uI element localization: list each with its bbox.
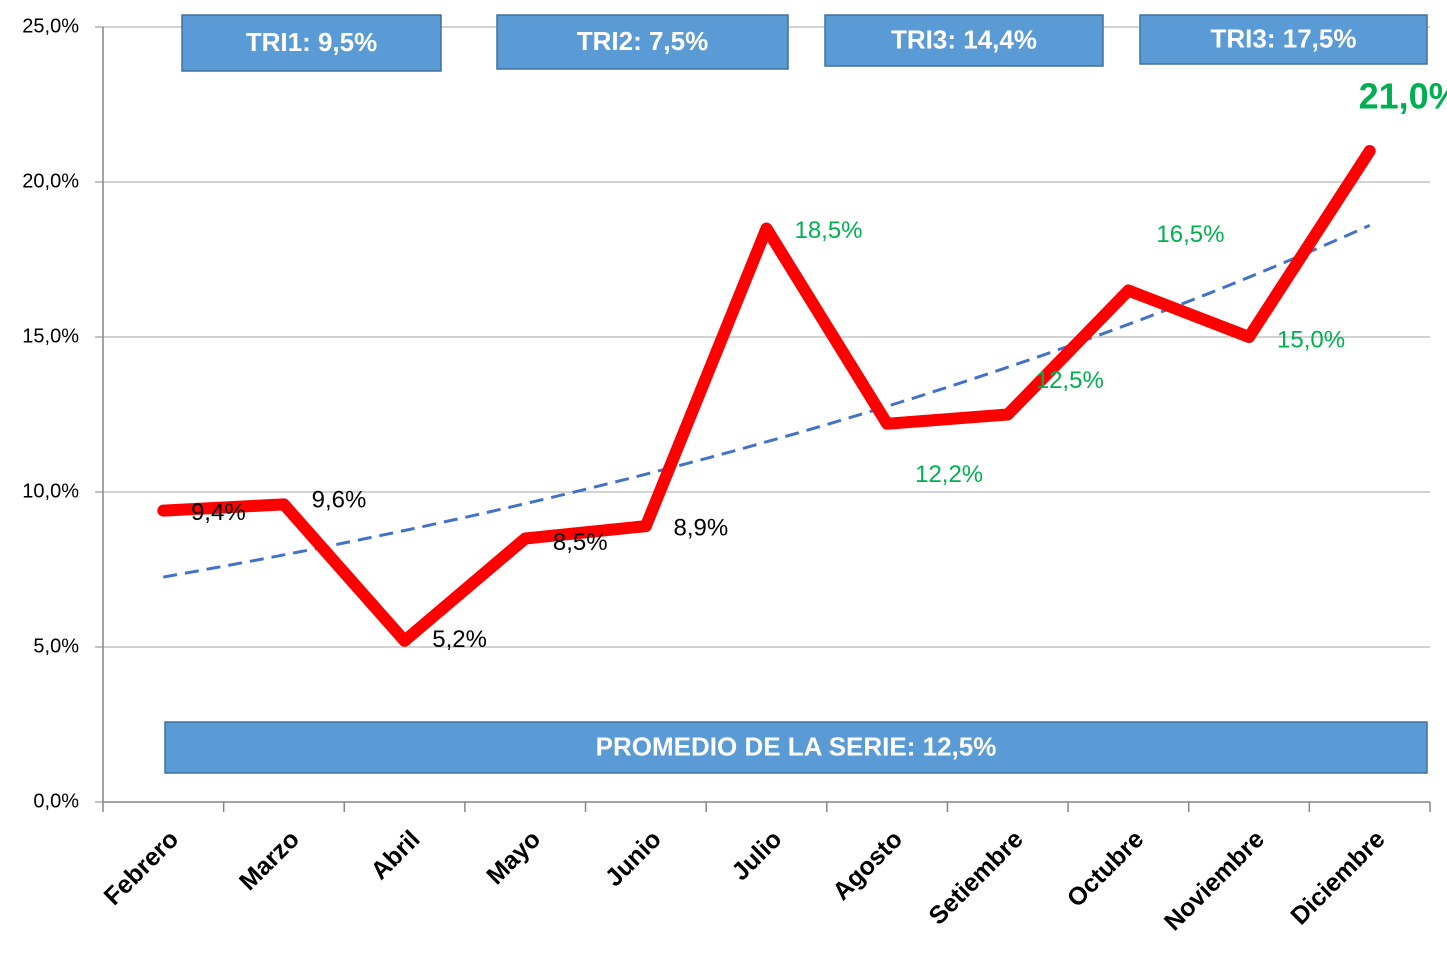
y-tick-label: 15,0% [22,325,79,347]
y-tick-label: 0,0% [33,790,79,812]
annotation-box [496,14,789,70]
annotation-box [164,721,1428,774]
y-tick-label: 5,0% [33,635,79,657]
value-label: 16,5% [1156,221,1224,248]
value-label: 18,5% [794,217,862,244]
x-tick-label: Octubre [1062,825,1150,913]
x-tick-label: Marzo [234,825,305,896]
value-label: 8,5% [553,529,608,556]
y-tick-label: 25,0% [22,15,79,37]
annotation: TRI2: 7,5% [577,26,709,56]
value-label: 8,9% [674,514,729,541]
x-tick-label: Mayo [481,825,546,890]
annotation: PROMEDIO DE LA SERIE: 12,5% [596,731,997,761]
value-label: 12,2% [915,461,983,488]
annotation: TRI3: 14,4% [891,24,1037,54]
x-tick-label: Diciembre [1285,825,1390,930]
annotation-box [181,14,442,72]
series-line [157,145,1376,647]
x-tick-label: Noviembre [1159,825,1270,936]
value-label: 21,0% [1359,76,1447,117]
x-tick-label: Junio [600,825,667,892]
value-label: 9,6% [312,487,367,514]
annotation: TRI3: 17,5% [1211,23,1357,53]
value-label: 12,5% [1036,367,1104,394]
x-tick-label: Abril [365,825,425,885]
annotation: TRI1: 9,5% [246,27,378,57]
x-tick-label: Julio [726,825,787,886]
value-label: 9,4% [191,499,246,526]
x-tick-label: Agosto [827,825,908,906]
x-tick-label: Setiembre [923,825,1028,930]
y-tick-label: 10,0% [22,480,79,502]
value-label: 5,2% [432,626,487,653]
annotation-box [1139,14,1428,65]
x-tick-label: Febrero [99,825,185,911]
y-tick-label: 20,0% [22,170,79,192]
trendline [163,224,1371,579]
annotation-box [824,14,1104,67]
value-label: 15,0% [1277,326,1345,353]
